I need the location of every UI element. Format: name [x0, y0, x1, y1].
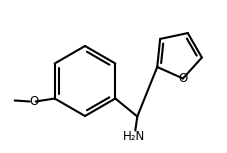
- Text: H₂N: H₂N: [123, 130, 146, 143]
- Text: O: O: [29, 95, 38, 108]
- Text: O: O: [178, 72, 188, 85]
